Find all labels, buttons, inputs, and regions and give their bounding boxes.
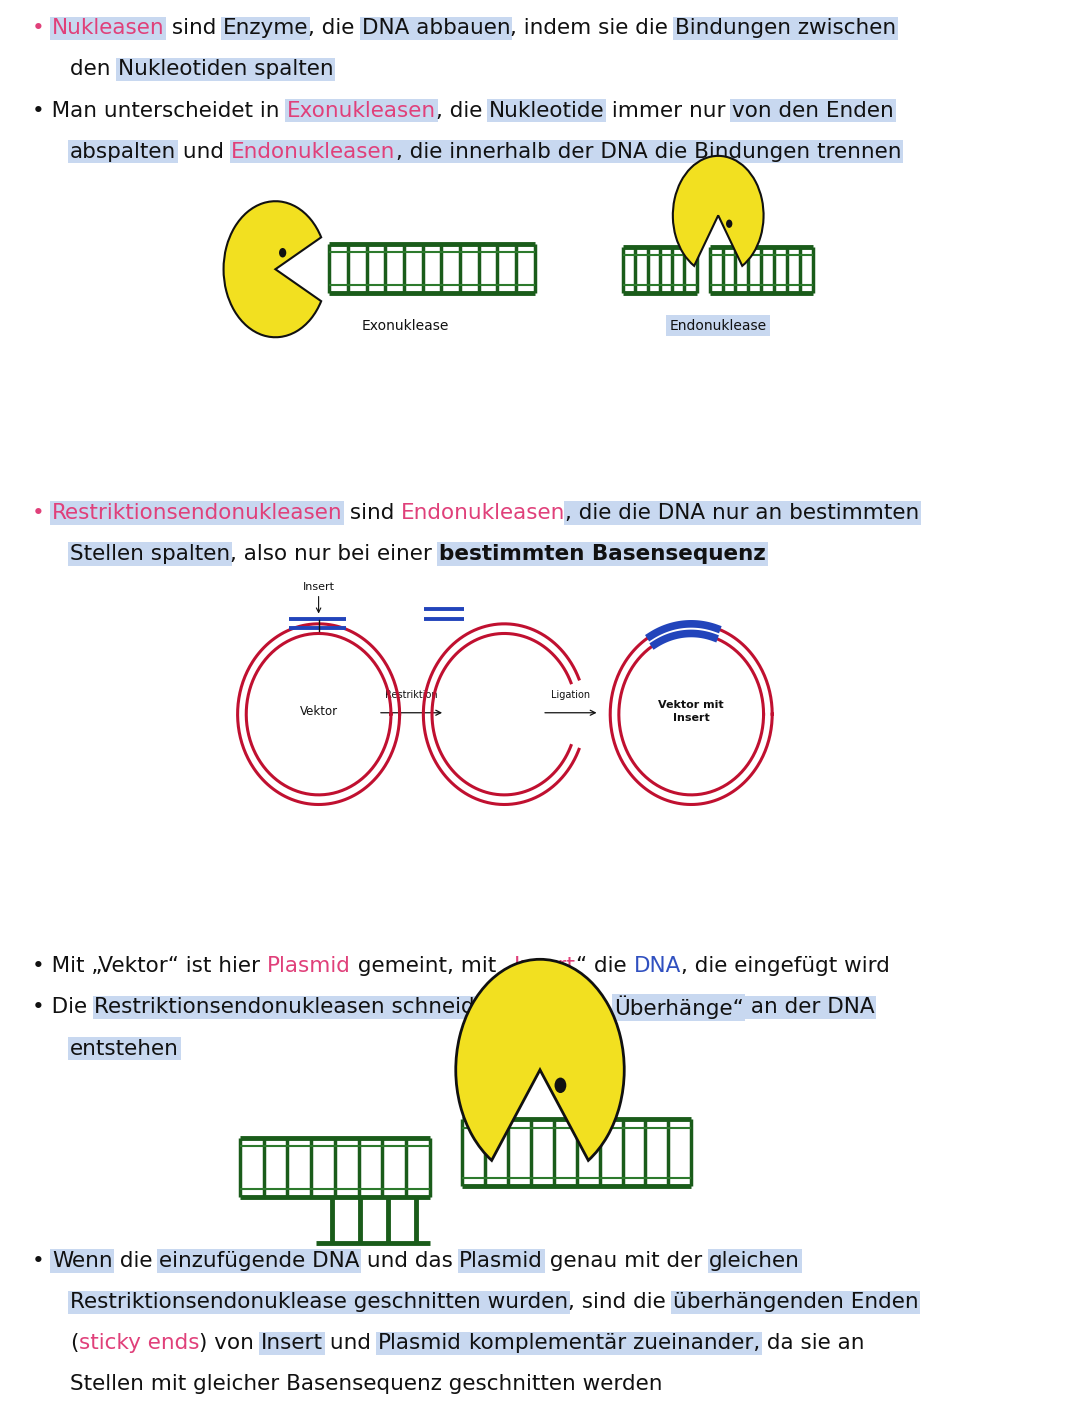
Text: • Mit „Vektor“ ist hier: • Mit „Vektor“ ist hier <box>32 956 267 976</box>
Text: so, dass „: so, dass „ <box>502 998 615 1017</box>
FancyBboxPatch shape <box>623 247 697 293</box>
Text: immer nur: immer nur <box>605 101 732 120</box>
Text: Insert: Insert <box>302 582 335 592</box>
Text: Bindungen zwischen: Bindungen zwischen <box>675 18 896 38</box>
Text: Exonuklease: Exonuklease <box>362 319 448 333</box>
Text: Nukleasen: Nukleasen <box>52 18 164 38</box>
Text: Vektor mit
Insert: Vektor mit Insert <box>659 700 724 723</box>
Text: und das: und das <box>360 1251 459 1271</box>
Text: •: • <box>32 503 52 523</box>
Text: Endonukleasen: Endonukleasen <box>231 142 395 162</box>
Text: Restriktionsendonuklease geschnitten wurden: Restriktionsendonuklease geschnitten wur… <box>70 1292 568 1312</box>
Text: Nukleotiden spalten: Nukleotiden spalten <box>118 60 334 79</box>
Text: Enzyme: Enzyme <box>222 18 309 38</box>
FancyBboxPatch shape <box>462 1119 691 1186</box>
Text: (: ( <box>70 1333 79 1353</box>
Text: gemeint, mit „: gemeint, mit „ <box>351 956 514 976</box>
Text: Restriktion: Restriktion <box>386 690 437 700</box>
Wedge shape <box>224 201 321 337</box>
Text: Insert: Insert <box>261 1333 323 1353</box>
Text: die: die <box>112 1251 159 1271</box>
Text: “ die: “ die <box>577 956 634 976</box>
Text: , sind die: , sind die <box>568 1292 673 1312</box>
Text: den: den <box>70 60 118 79</box>
Text: •: • <box>32 18 52 38</box>
Text: Ligation: Ligation <box>551 690 590 700</box>
Text: Plasmid: Plasmid <box>378 1333 461 1353</box>
Text: Exonukleasen: Exonukleasen <box>287 101 436 120</box>
Text: Plasmid: Plasmid <box>459 1251 543 1271</box>
Text: Nukleotide: Nukleotide <box>489 101 605 120</box>
FancyBboxPatch shape <box>240 1138 430 1197</box>
Text: • Die: • Die <box>32 998 94 1017</box>
Text: • Man unterscheidet in: • Man unterscheidet in <box>32 101 287 120</box>
Text: Vektor: Vektor <box>299 704 338 718</box>
Text: Überhänge“: Überhänge“ <box>615 996 744 1019</box>
Text: Stellen spalten: Stellen spalten <box>70 544 230 564</box>
Text: , die: , die <box>309 18 362 38</box>
Text: überhängenden Enden: überhängenden Enden <box>673 1292 919 1312</box>
Text: , die innerhalb der DNA die Bindungen trennen: , die innerhalb der DNA die Bindungen tr… <box>395 142 901 162</box>
Text: von den Enden: von den Enden <box>732 101 894 120</box>
Text: entstehen: entstehen <box>70 1039 179 1058</box>
Circle shape <box>554 1077 566 1093</box>
Text: gleichen: gleichen <box>710 1251 800 1271</box>
Text: , also nur bei einer: , also nur bei einer <box>230 544 440 564</box>
Text: Endonukleasen: Endonukleasen <box>401 503 565 523</box>
Text: genau mit der: genau mit der <box>543 1251 710 1271</box>
Text: an der DNA: an der DNA <box>744 998 875 1017</box>
Circle shape <box>279 248 286 258</box>
Text: DNA: DNA <box>634 956 681 976</box>
Text: •: • <box>32 1251 52 1271</box>
Text: sind: sind <box>342 503 401 523</box>
Text: und: und <box>323 1333 378 1353</box>
Text: und: und <box>176 142 231 162</box>
Text: DNA abbauen: DNA abbauen <box>362 18 510 38</box>
Text: Restriktionsendonukleasen: Restriktionsendonukleasen <box>52 503 342 523</box>
Text: komplementär zueinander,: komplementär zueinander, <box>461 1333 760 1353</box>
Text: Wenn: Wenn <box>52 1251 112 1271</box>
Text: einzufügende DNA: einzufügende DNA <box>159 1251 360 1271</box>
Text: sind: sind <box>164 18 222 38</box>
Text: Plasmid: Plasmid <box>267 956 351 976</box>
Text: , die eingefügt wird: , die eingefügt wird <box>681 956 890 976</box>
Circle shape <box>726 220 732 228</box>
Text: , die die DNA nur an bestimmten: , die die DNA nur an bestimmten <box>565 503 919 523</box>
Text: Insert: Insert <box>514 956 577 976</box>
Text: ) von: ) von <box>199 1333 261 1353</box>
Text: sticky ends: sticky ends <box>79 1333 199 1353</box>
Text: Stellen mit gleicher Basensequenz geschnitten werden: Stellen mit gleicher Basensequenz geschn… <box>70 1374 663 1394</box>
Text: , die: , die <box>436 101 489 120</box>
Text: abspalten: abspalten <box>70 142 176 162</box>
Text: da sie an: da sie an <box>760 1333 864 1353</box>
Text: Endonuklease: Endonuklease <box>670 319 767 333</box>
Text: , indem sie die: , indem sie die <box>510 18 675 38</box>
FancyBboxPatch shape <box>329 244 535 293</box>
Text: bestimmten Basensequenz: bestimmten Basensequenz <box>440 544 766 564</box>
Wedge shape <box>456 959 624 1161</box>
Wedge shape <box>673 156 764 266</box>
FancyBboxPatch shape <box>710 247 813 293</box>
Text: Restriktionsendonukleasen schneiden: Restriktionsendonukleasen schneiden <box>94 998 502 1017</box>
